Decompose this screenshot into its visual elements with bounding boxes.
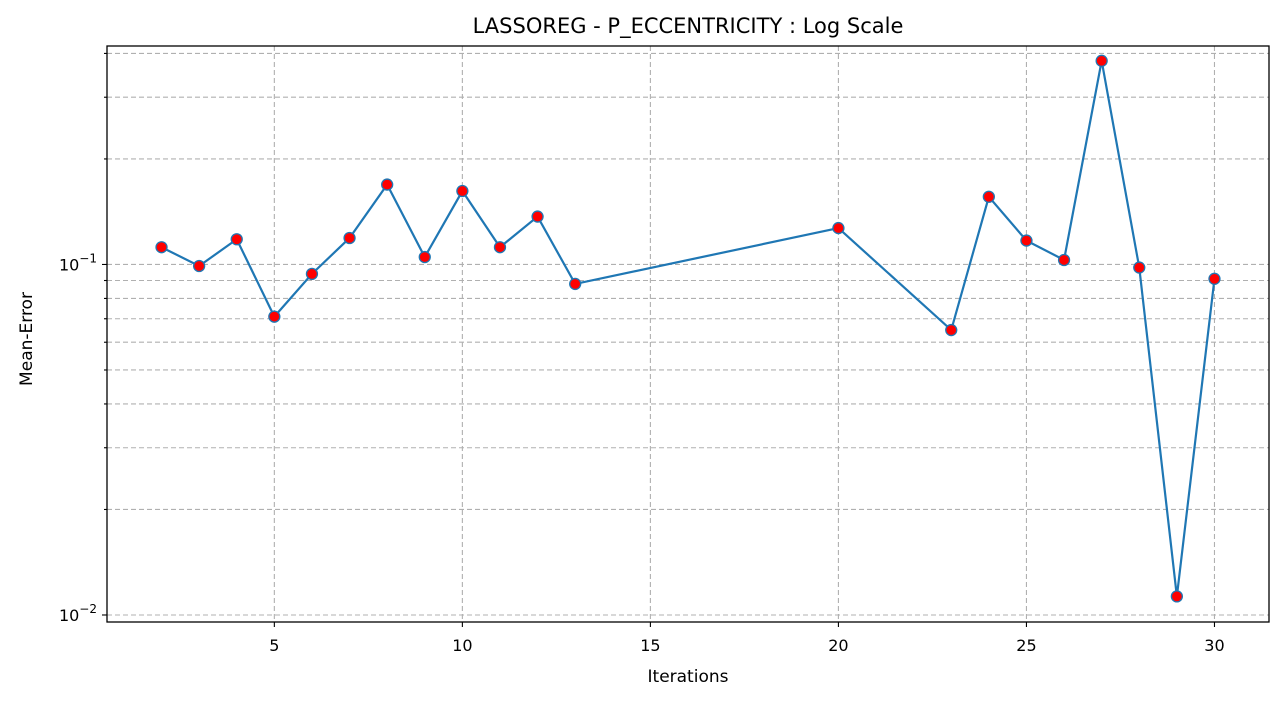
y-tick-label: 10−1 [59, 251, 97, 274]
data-point [1095, 54, 1108, 67]
data-point [569, 277, 582, 291]
data-point [493, 241, 507, 254]
data-point [268, 310, 281, 323]
y-axis-ticks: 10−2 10−1 [59, 52, 107, 625]
x-axis-ticks: 5 10 15 20 25 30 [269, 622, 1225, 655]
data-point [982, 190, 995, 203]
data-points [155, 54, 1221, 603]
x-tick-label: 25 [1016, 636, 1036, 655]
data-point [832, 221, 845, 235]
x-axis-label: Iterations [648, 667, 729, 687]
data-point [945, 323, 958, 337]
plot-frame [106, 45, 1270, 623]
data-point [418, 250, 431, 264]
data-point [343, 231, 356, 245]
data-point [230, 233, 243, 246]
data-point [155, 241, 168, 254]
data-point [1057, 253, 1071, 267]
data-point [1208, 272, 1221, 285]
data-point [1133, 261, 1146, 274]
y-tick-label: 10−2 [59, 602, 97, 625]
series-line [161, 60, 1216, 597]
data-point [192, 259, 206, 273]
x-tick-label: 15 [640, 636, 660, 655]
data-point [531, 210, 544, 223]
data-point [456, 184, 469, 198]
x-tick-label: 10 [452, 636, 472, 655]
grid-lines [107, 46, 1269, 622]
chart-title: LASSOREG - P_ECCENTRICITY : Log Scale [473, 14, 904, 39]
data-point [381, 178, 394, 191]
y-axis-label: Mean-Error [17, 292, 37, 386]
x-tick-label: 5 [269, 636, 279, 655]
data-point [1020, 234, 1033, 247]
data-point [305, 267, 319, 281]
x-tick-label: 20 [828, 636, 848, 655]
data-point [1170, 590, 1184, 603]
x-tick-label: 30 [1204, 636, 1224, 655]
series-line-group [161, 60, 1216, 597]
